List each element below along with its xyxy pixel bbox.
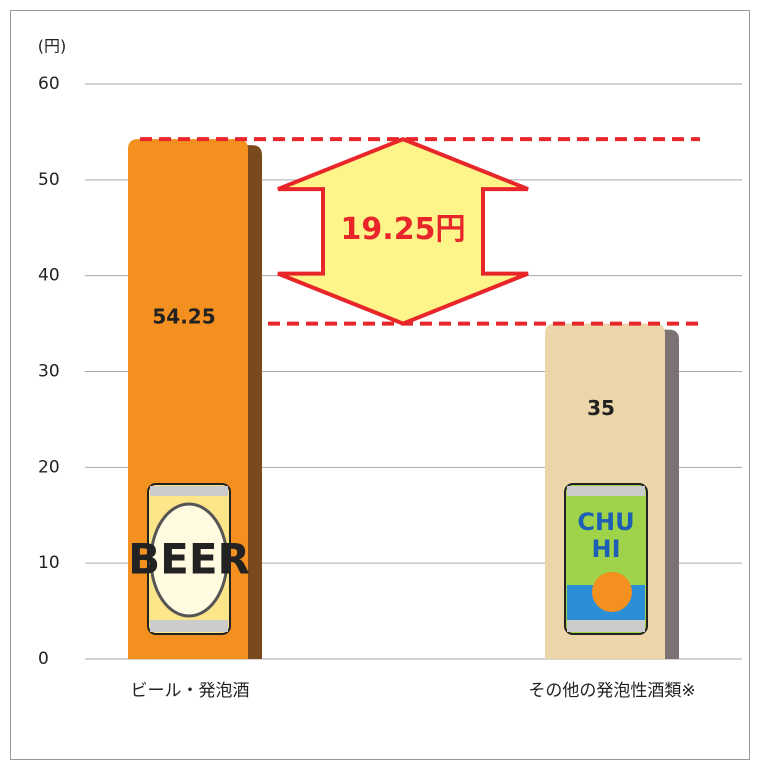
x-tick-label: その他の発泡性酒類※ [528,681,695,701]
y-tick-label: 40 [38,266,60,286]
chart: (円) 0 10 20 30 40 50 60 54.25 ビール・発泡酒 35 その他の発泡性酒… [0,0,760,770]
value-label: 54.25 [152,305,215,329]
value-label: 35 [587,396,615,420]
svg-text:BEER: BEER [128,535,250,584]
difference-label: 19.25円 [341,212,466,247]
y-tick-label: 0 [38,649,49,669]
svg-text:CHU: CHU [577,508,634,536]
y-unit: (円) [38,37,67,56]
chuhi-can: CHU HI [565,484,647,634]
y-tick-label: 30 [38,362,60,382]
y-tick-label: 20 [38,457,60,477]
x-tick-label: ビール・発泡酒 [131,681,250,701]
y-tick-label: 10 [38,553,60,573]
svg-text:HI: HI [591,535,620,563]
y-tick-label: 60 [38,74,60,94]
y-tick-label: 50 [38,170,60,190]
